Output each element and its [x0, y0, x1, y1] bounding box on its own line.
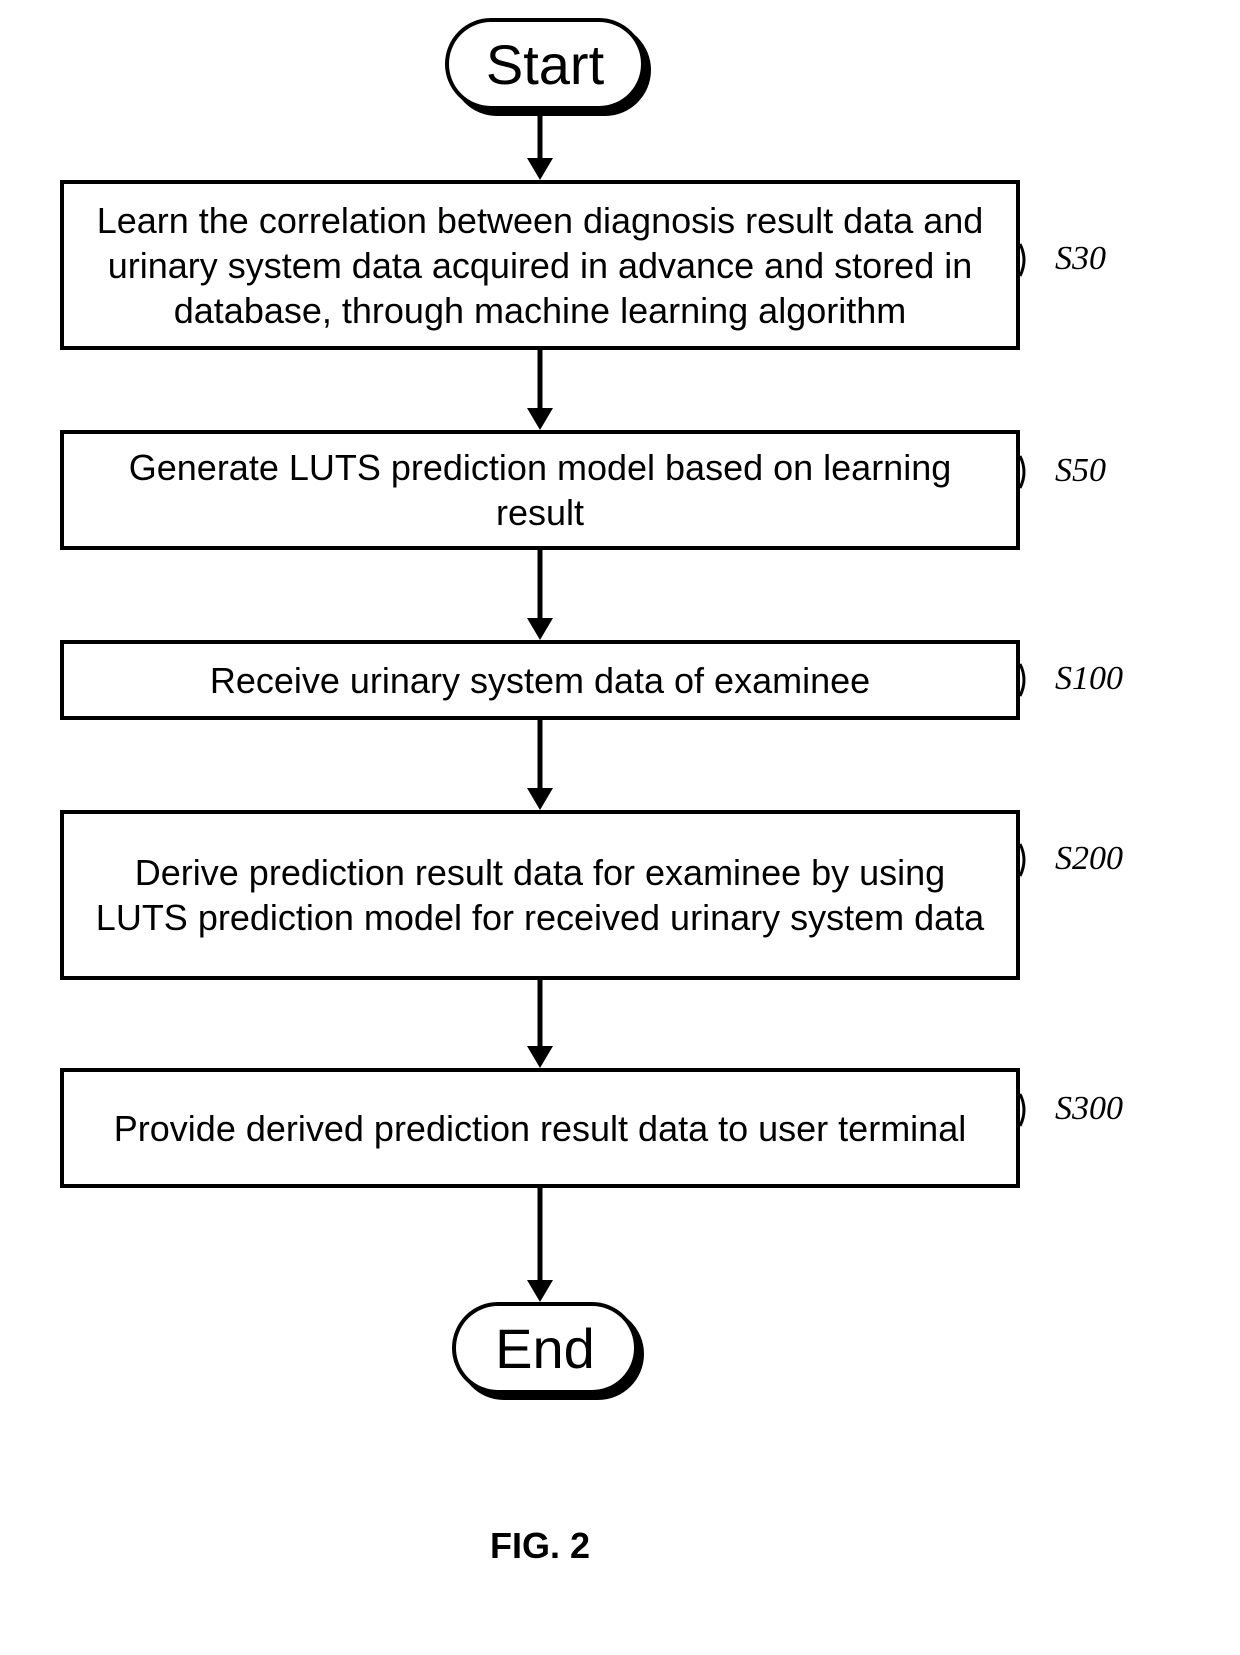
step-box-s100: Receive urinary system data of examinee	[60, 640, 1020, 720]
end-text: End	[495, 1316, 595, 1381]
label-tick-s300	[1018, 1092, 1048, 1128]
step-text: Receive urinary system data of examinee	[210, 658, 870, 703]
label-tick-s30	[1018, 242, 1048, 278]
step-box-s30: Learn the correlation between diagnosis …	[60, 180, 1020, 350]
end-terminal: End	[452, 1302, 638, 1394]
arrow-connector	[525, 550, 555, 642]
step-text: Generate LUTS prediction model based on …	[84, 445, 996, 535]
step-text: Learn the correlation between diagnosis …	[84, 198, 996, 333]
step-label-s200: S200	[1055, 840, 1123, 878]
flowchart-canvas: Start End Learn the correlation between …	[0, 0, 1240, 1655]
arrow-connector	[525, 980, 555, 1070]
figure-caption: FIG. 2	[490, 1525, 590, 1567]
arrow-connector	[525, 1188, 555, 1304]
step-label-s300: S300	[1055, 1090, 1123, 1128]
arrow-0	[0, 0, 300, 150]
step-box-s50: Generate LUTS prediction model based on …	[60, 430, 1020, 550]
step-box-s200: Derive prediction result data for examin…	[60, 810, 1020, 980]
arrow-connector	[525, 110, 555, 182]
label-tick-s200	[1018, 842, 1048, 878]
step-text: Provide derived prediction result data t…	[114, 1106, 966, 1151]
label-tick-s100	[1018, 662, 1048, 698]
start-text: Start	[486, 32, 604, 97]
step-box-s300: Provide derived prediction result data t…	[60, 1068, 1020, 1188]
start-terminal: Start	[445, 18, 645, 110]
step-text: Derive prediction result data for examin…	[84, 850, 996, 940]
label-tick-s50	[1018, 454, 1048, 490]
step-label-s50: S50	[1055, 452, 1106, 490]
arrow-connector	[525, 350, 555, 432]
arrow-connector	[525, 720, 555, 812]
step-label-s100: S100	[1055, 660, 1123, 698]
step-label-s30: S30	[1055, 240, 1106, 278]
